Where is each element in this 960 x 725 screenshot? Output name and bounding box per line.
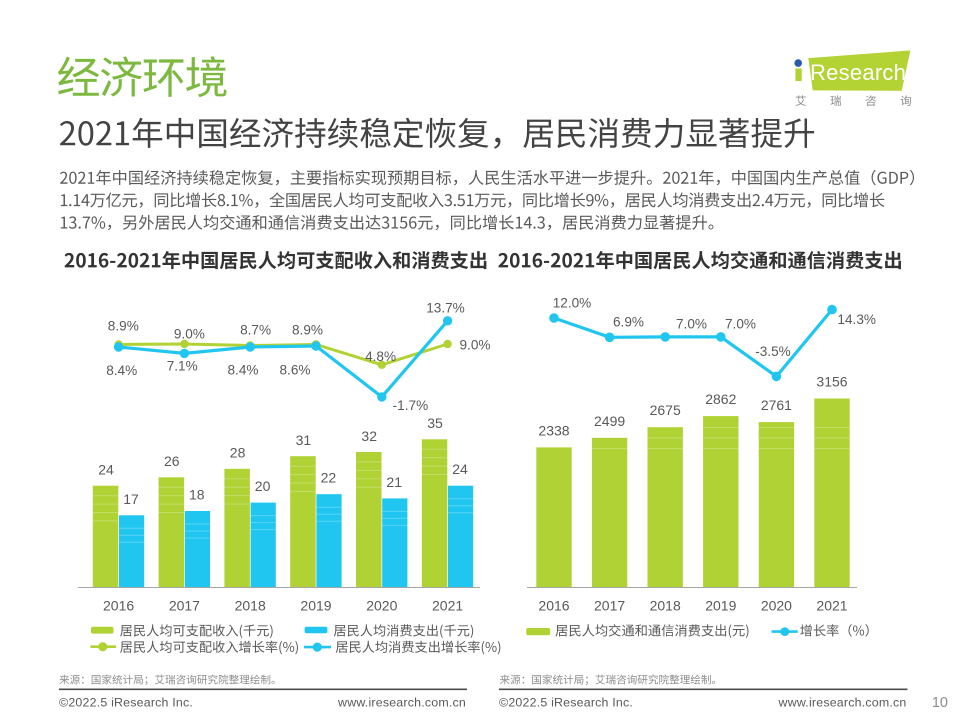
svg-text:2017: 2017	[169, 598, 200, 614]
svg-text:2018: 2018	[235, 598, 266, 614]
svg-text:9.0%: 9.0%	[174, 326, 205, 341]
svg-text:12.0%: 12.0%	[553, 296, 592, 311]
svg-text:22: 22	[321, 470, 337, 486]
svg-text:8.4%: 8.4%	[228, 362, 259, 377]
svg-text:2675: 2675	[650, 402, 681, 418]
svg-text:8.6%: 8.6%	[280, 362, 311, 377]
svg-text:2016: 2016	[538, 598, 569, 614]
svg-text:9.0%: 9.0%	[460, 338, 491, 353]
svg-text:13.7%: 13.7%	[426, 301, 465, 316]
svg-text:©2022.5 iResearch Inc.: ©2022.5 iResearch Inc.	[499, 696, 633, 710]
svg-text:2499: 2499	[594, 413, 625, 429]
svg-text:28: 28	[230, 445, 246, 461]
svg-text:2862: 2862	[705, 391, 736, 407]
svg-text:31: 31	[296, 432, 312, 448]
svg-text:2338: 2338	[538, 422, 569, 438]
svg-text:17: 17	[123, 491, 139, 507]
svg-text:2020: 2020	[366, 598, 397, 614]
svg-text:24: 24	[452, 461, 468, 477]
svg-text:2017: 2017	[594, 598, 625, 614]
svg-text:2021: 2021	[432, 598, 463, 614]
svg-text:2021: 2021	[816, 598, 847, 614]
svg-text:Research: Research	[810, 60, 906, 85]
svg-text:35: 35	[427, 415, 443, 431]
svg-text:-1.7%: -1.7%	[393, 398, 429, 413]
svg-text:32: 32	[361, 428, 377, 444]
svg-text:26: 26	[164, 453, 180, 469]
svg-text:14.3%: 14.3%	[837, 312, 876, 327]
svg-text:8.4%: 8.4%	[106, 363, 137, 378]
svg-text:8.7%: 8.7%	[240, 322, 271, 337]
svg-text:20: 20	[255, 478, 271, 494]
svg-text:7.0%: 7.0%	[725, 317, 756, 332]
svg-text:18: 18	[189, 487, 205, 503]
svg-text:3156: 3156	[816, 374, 847, 390]
svg-text:10: 10	[932, 695, 948, 711]
svg-text:©2022.5 iResearch Inc.: ©2022.5 iResearch Inc.	[59, 696, 193, 710]
svg-text:2019: 2019	[300, 598, 331, 614]
svg-text:2018: 2018	[650, 598, 681, 614]
svg-text:www.iresearch.com.cn: www.iresearch.com.cn	[337, 696, 466, 710]
svg-text:2761: 2761	[761, 397, 792, 413]
svg-text:7.0%: 7.0%	[676, 317, 707, 332]
svg-text:4.8%: 4.8%	[365, 349, 396, 364]
svg-text:7.1%: 7.1%	[167, 359, 198, 374]
svg-text:24: 24	[98, 462, 114, 478]
svg-text:2016: 2016	[103, 598, 134, 614]
svg-text:-3.5%: -3.5%	[755, 344, 791, 359]
svg-text:2020: 2020	[761, 598, 792, 614]
svg-text:21: 21	[386, 474, 402, 490]
svg-text:8.9%: 8.9%	[108, 319, 139, 334]
svg-text:www.iresearch.com.cn: www.iresearch.com.cn	[778, 696, 907, 710]
svg-text:2019: 2019	[705, 598, 736, 614]
svg-text:6.9%: 6.9%	[613, 315, 644, 330]
svg-text:8.9%: 8.9%	[292, 322, 323, 337]
